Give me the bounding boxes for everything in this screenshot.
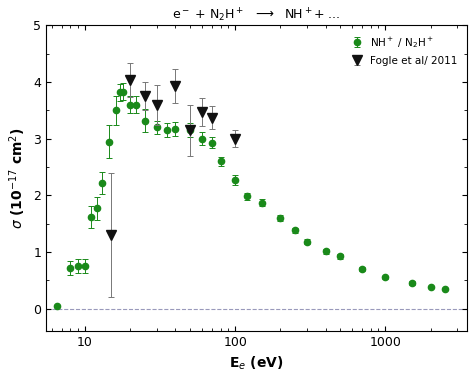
Y-axis label: $\sigma$ (10$^{-17}$ cm$^2$): $\sigma$ (10$^{-17}$ cm$^2$): [7, 127, 27, 229]
Legend: NH$^+$ / N$_2$H$^+$, Fogle et al/ 2011: NH$^+$ / N$_2$H$^+$, Fogle et al/ 2011: [345, 31, 462, 70]
X-axis label: E$_e$ (eV): E$_e$ (eV): [229, 355, 284, 372]
Title: e$^-$ + N$_2$H$^+$  $\longrightarrow$  NH$^+$+ ...: e$^-$ + N$_2$H$^+$ $\longrightarrow$ NH$…: [172, 7, 341, 24]
